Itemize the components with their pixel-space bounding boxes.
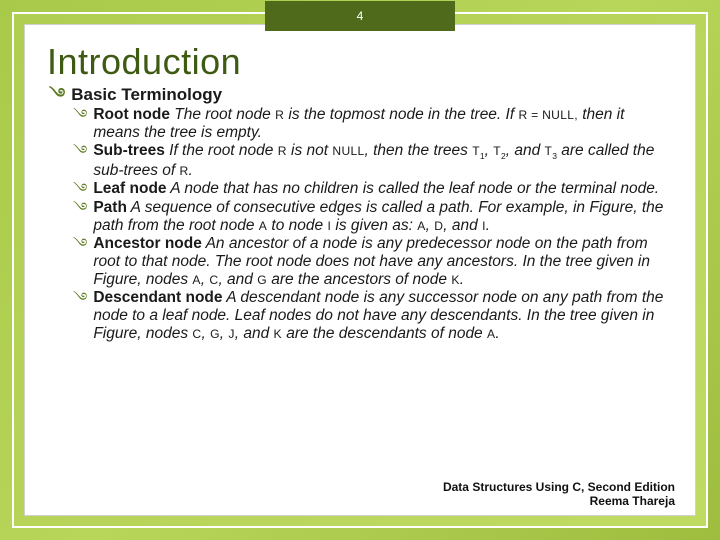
inner-frame: 4 Introduction ࿓ Basic Terminology ࿓Root… — [24, 24, 696, 516]
definition-term: Path — [93, 199, 127, 216]
small-caps-token: R — [179, 164, 188, 178]
small-caps-token: A — [259, 219, 267, 233]
small-caps-token: R — [278, 144, 287, 158]
footer-line1: Data Structures Using C, Second Edition — [443, 481, 675, 495]
subscript-token: 3 — [552, 151, 557, 161]
small-caps-token: NULL — [332, 144, 364, 158]
outer-frame: 4 Introduction ࿓ Basic Terminology ࿓ Root… — [12, 12, 708, 528]
definition-item: ࿓ Leaf node A node that has no children i… — [73, 180, 673, 199]
small-caps-token: G — [210, 327, 220, 341]
definition-item: ࿓ Sub-trees If the root node R is not NUL… — [73, 142, 673, 180]
page-number-box: 4 — [265, 1, 455, 31]
definition-term: Root node — [93, 106, 170, 123]
small-caps-token: C — [192, 327, 201, 341]
bullet-icon: ࿓ — [73, 143, 87, 161]
bullet-icon: ࿓ — [49, 85, 65, 105]
definition-item: ࿓ Root node The root node R is the topmos… — [73, 106, 673, 142]
small-caps-token: I — [482, 219, 486, 233]
bullet-icon: ࿓ — [73, 181, 87, 199]
small-caps-token: A — [192, 273, 200, 287]
definition-item: ࿓ Path A sequence of consecutive edges is… — [73, 199, 673, 235]
definitions-list: ࿓ Root node The root node R is the topmos… — [47, 106, 673, 343]
small-caps-token: T — [493, 144, 501, 158]
subscript-token: 1 — [480, 151, 485, 161]
content-area: Introduction ࿓ Basic Terminology ࿓ Root n… — [25, 25, 695, 515]
bullet-icon: ࿓ — [73, 236, 87, 254]
slide-title: Introduction — [47, 41, 673, 83]
small-caps-token: R — [275, 108, 284, 122]
definition-text: Leaf node A node that has no children is… — [93, 180, 659, 198]
small-caps-token: A — [417, 219, 425, 233]
small-caps-token: R = NULL, — [518, 108, 577, 122]
small-caps-token: D — [434, 219, 443, 233]
small-caps-token: I — [327, 219, 331, 233]
subscript-token: 2 — [501, 151, 506, 161]
small-caps-token: K — [451, 273, 459, 287]
section-heading-row: ࿓ Basic Terminology — [49, 85, 673, 105]
definition-text: Path A sequence of consecutive edges is … — [93, 199, 673, 235]
small-caps-token: K — [274, 327, 282, 341]
definition-text: Descendant node A descendant node is any… — [93, 289, 673, 343]
bullet-icon: ࿓ — [73, 200, 87, 218]
small-caps-token: J — [228, 327, 234, 341]
definition-term: Sub-trees — [93, 142, 165, 159]
small-caps-token: T — [472, 144, 480, 158]
bullet-icon: ࿓ — [73, 290, 87, 308]
footer: Data Structures Using C, Second Edition … — [443, 481, 675, 509]
definition-text: Ancestor node An ancestor of a node is a… — [93, 235, 673, 289]
small-caps-token: C — [209, 273, 218, 287]
bullet-icon: ࿓ — [73, 107, 87, 125]
section-heading: Basic Terminology — [71, 85, 222, 105]
definition-item: ࿓ Ancestor node An ancestor of a node is … — [73, 235, 673, 289]
definition-text: Root node The root node R is the topmost… — [93, 106, 673, 142]
definition-text: Sub-trees If the root node R is not NULL… — [93, 142, 673, 180]
definition-term: Descendant node — [93, 289, 222, 306]
footer-line2: Reema Thareja — [443, 495, 675, 509]
page-number: 4 — [357, 9, 364, 23]
small-caps-token: A — [487, 327, 495, 341]
definition-term: Leaf node — [93, 180, 166, 197]
definition-term: Ancestor node — [93, 235, 202, 252]
definition-item: ࿓ Descendant node A descendant node is an… — [73, 289, 673, 343]
small-caps-token: G — [257, 273, 267, 287]
